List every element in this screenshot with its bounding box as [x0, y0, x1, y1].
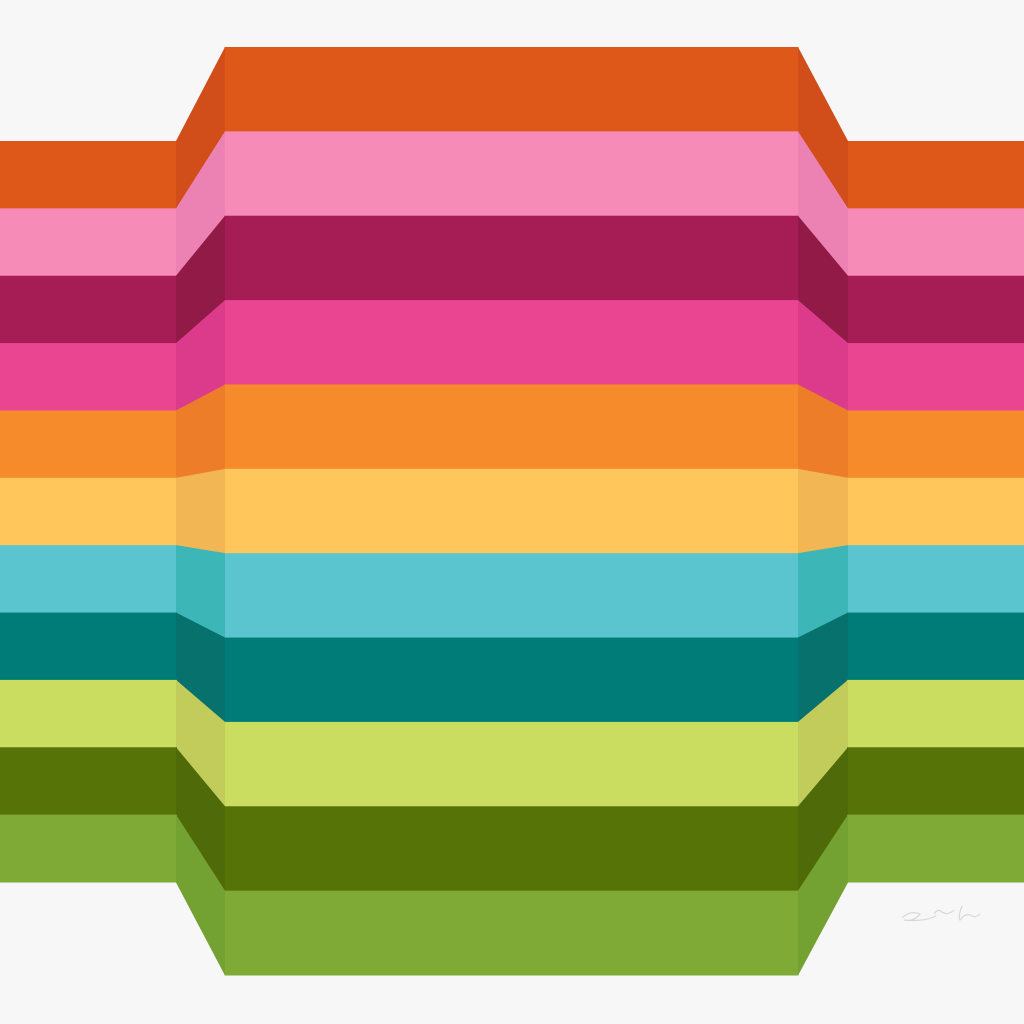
left-fold	[176, 384, 225, 479]
left-stripe	[0, 208, 177, 277]
right-fold	[798, 47, 848, 209]
left-fold	[176, 468, 225, 554]
right-stripe	[847, 208, 1024, 277]
left-stripe	[0, 747, 177, 816]
right-fold	[798, 300, 848, 411]
left-fold	[176, 545, 225, 639]
left-stripe	[0, 679, 177, 748]
left-fold	[176, 215, 225, 344]
left-stripe	[0, 275, 177, 344]
left-stripe	[0, 141, 177, 209]
right-fold	[798, 545, 848, 639]
center-stripe	[224, 721, 799, 807]
center-stripe	[224, 215, 799, 301]
left-stripe	[0, 545, 177, 614]
left-stripe	[0, 477, 177, 546]
center-stripe	[224, 468, 799, 554]
left-stripe	[0, 612, 177, 681]
right-stripe	[847, 477, 1024, 546]
center-stripe	[224, 384, 799, 470]
right-fold	[798, 215, 848, 344]
center-stripe	[224, 300, 799, 385]
signature	[901, 905, 981, 922]
right-fold	[798, 612, 848, 723]
center-stripe	[224, 47, 799, 132]
left-fold	[176, 47, 225, 209]
right-fold	[798, 131, 848, 277]
right-stripe	[847, 545, 1024, 614]
right-stripe	[847, 612, 1024, 681]
right-stripe	[847, 343, 1024, 411]
right-fold	[798, 468, 848, 554]
left-fold	[176, 300, 225, 411]
right-stripe	[847, 275, 1024, 344]
right-stripe	[847, 141, 1024, 209]
left-stripe	[0, 343, 177, 411]
right-fold	[798, 747, 848, 892]
left-fold	[176, 747, 225, 892]
left-stripe	[0, 410, 177, 479]
center-stripe	[224, 637, 799, 723]
center-stripe	[224, 553, 799, 639]
right-stripe	[847, 679, 1024, 748]
center-stripe	[224, 890, 799, 976]
stripes	[0, 47, 1024, 976]
right-stripe	[847, 410, 1024, 479]
center-stripe	[224, 806, 799, 892]
right-fold	[798, 814, 848, 976]
right-fold	[798, 679, 848, 807]
center-stripe	[224, 131, 799, 217]
right-stripe	[847, 814, 1024, 883]
left-stripe	[0, 814, 177, 883]
right-stripe	[847, 747, 1024, 816]
right-fold	[798, 384, 848, 479]
left-fold	[176, 612, 225, 723]
left-fold	[176, 679, 225, 807]
left-fold	[176, 131, 225, 277]
left-fold	[176, 814, 225, 976]
